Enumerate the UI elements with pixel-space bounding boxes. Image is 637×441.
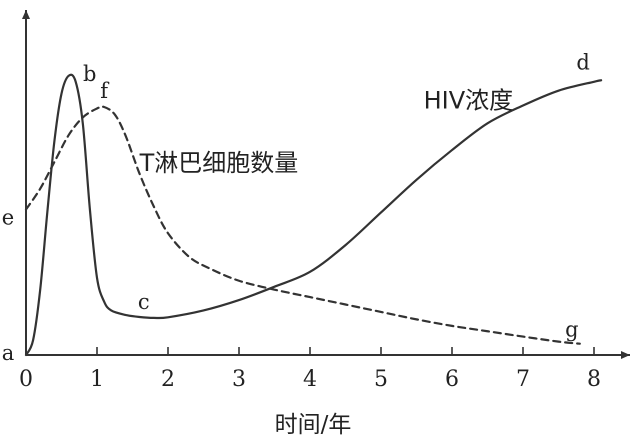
x-tick-label: 5 [374,367,388,392]
x-tick-label: 6 [445,367,459,392]
x-tick-label: 3 [232,367,246,392]
series-labels: HIV浓度 T淋巴细胞数量 [139,86,514,176]
point-label-f: f [100,79,110,103]
x-tick-label: 0 [19,367,33,392]
point-labels: a bf e c d g [2,50,590,365]
point-label-a: a [2,341,15,365]
hiv-concentration-curve [24,73,603,357]
x-tick-label: 1 [90,367,104,392]
x-axis-title: 时间/年 [275,412,352,438]
t-cell-count-curve [24,105,581,345]
point-label-d: d [576,50,589,74]
series-layer [24,73,603,357]
point-label-c: c [138,290,150,314]
hiv-series-label: HIV浓度 [424,86,514,114]
x-tick-label: 7 [516,367,530,392]
x-tick-label: 2 [161,367,175,392]
x-tick-label: 4 [303,367,317,392]
x-ticks: 0 1 2 3 4 5 6 7 8 [19,347,601,392]
point-label-b: b [83,62,96,86]
point-label-g: g [565,318,578,342]
x-tick-label: 8 [587,367,601,392]
point-label-e: e [2,205,14,229]
t-cell-series-label: T淋巴细胞数量 [139,149,299,177]
